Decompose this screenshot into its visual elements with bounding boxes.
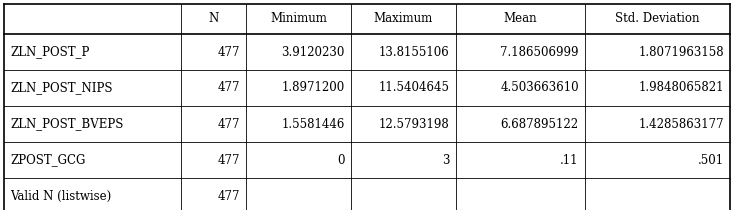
Text: 477: 477 <box>217 118 240 130</box>
Text: .501: .501 <box>698 154 724 167</box>
Text: 1.8971200: 1.8971200 <box>282 81 345 94</box>
Text: 1.4285863177: 1.4285863177 <box>639 118 724 130</box>
Text: 3: 3 <box>442 154 450 167</box>
Text: N: N <box>208 13 219 25</box>
Text: .11: .11 <box>560 154 579 167</box>
Text: ZLN_POST_BVEPS: ZLN_POST_BVEPS <box>10 118 123 130</box>
Text: 1.5581446: 1.5581446 <box>282 118 345 130</box>
Text: 477: 477 <box>217 46 240 59</box>
Text: Valid N (listwise): Valid N (listwise) <box>10 189 112 202</box>
Text: 6.687895122: 6.687895122 <box>501 118 579 130</box>
Text: 3.9120230: 3.9120230 <box>282 46 345 59</box>
Text: 7.186506999: 7.186506999 <box>501 46 579 59</box>
Text: 0: 0 <box>338 154 345 167</box>
Text: ZLN_POST_NIPS: ZLN_POST_NIPS <box>10 81 112 94</box>
Text: 4.503663610: 4.503663610 <box>500 81 579 94</box>
Text: 13.8155106: 13.8155106 <box>379 46 450 59</box>
Text: 477: 477 <box>217 189 240 202</box>
Text: Maximum: Maximum <box>374 13 433 25</box>
Text: Mean: Mean <box>504 13 537 25</box>
Text: 12.5793198: 12.5793198 <box>379 118 450 130</box>
Text: Std. Deviation: Std. Deviation <box>615 13 700 25</box>
Text: ZPOST_GCG: ZPOST_GCG <box>10 154 85 167</box>
Text: Minimum: Minimum <box>270 13 327 25</box>
Text: ZLN_POST_P: ZLN_POST_P <box>10 46 90 59</box>
Text: 477: 477 <box>217 154 240 167</box>
Text: 11.5404645: 11.5404645 <box>379 81 450 94</box>
Text: 477: 477 <box>217 81 240 94</box>
Text: 1.9848065821: 1.9848065821 <box>639 81 724 94</box>
Text: 1.8071963158: 1.8071963158 <box>639 46 724 59</box>
